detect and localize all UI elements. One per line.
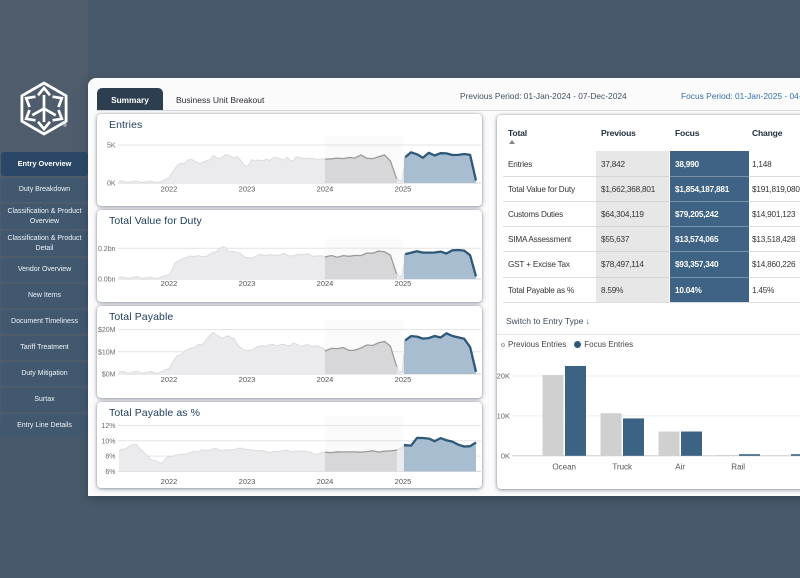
svg-text:2025: 2025 xyxy=(395,185,412,194)
svg-text:0K: 0K xyxy=(107,181,116,188)
svg-text:8%: 8% xyxy=(105,454,115,461)
svg-text:2025: 2025 xyxy=(395,375,412,384)
svg-text:0K: 0K xyxy=(501,451,510,460)
svg-text:2025: 2025 xyxy=(395,279,412,288)
svg-text:2022: 2022 xyxy=(161,375,178,384)
svg-text:2024: 2024 xyxy=(317,375,334,384)
svg-text:2024: 2024 xyxy=(317,279,334,288)
svg-text:2024: 2024 xyxy=(317,477,334,486)
svg-text:6%: 6% xyxy=(105,469,115,476)
svg-text:®: ® xyxy=(63,122,67,129)
svg-text:2022: 2022 xyxy=(161,279,178,288)
svg-text:2023: 2023 xyxy=(239,279,256,288)
svg-text:$20M: $20M xyxy=(98,327,116,334)
svg-text:2023: 2023 xyxy=(239,477,256,486)
svg-text:12%: 12% xyxy=(101,423,115,430)
svg-text:2023: 2023 xyxy=(239,185,256,194)
svg-text:2023: 2023 xyxy=(239,375,256,384)
svg-text:2022: 2022 xyxy=(161,185,178,194)
svg-text:$0M: $0M xyxy=(102,372,116,379)
svg-text:5K: 5K xyxy=(107,143,116,150)
svg-text:Ocean: Ocean xyxy=(552,463,576,472)
svg-text:10%: 10% xyxy=(101,438,115,445)
svg-text:0.0bn: 0.0bn xyxy=(98,277,116,284)
svg-text:20K: 20K xyxy=(497,372,510,381)
svg-text:Truck: Truck xyxy=(612,463,633,472)
svg-text:$10M: $10M xyxy=(98,349,116,356)
svg-text:Air: Air xyxy=(675,463,685,472)
svg-text:2024: 2024 xyxy=(317,185,334,194)
svg-text:2022: 2022 xyxy=(161,477,178,486)
svg-text:Rail: Rail xyxy=(731,463,745,472)
svg-text:0.2bn: 0.2bn xyxy=(98,246,116,253)
svg-text:10K: 10K xyxy=(497,411,510,420)
svg-text:2025: 2025 xyxy=(395,477,412,486)
